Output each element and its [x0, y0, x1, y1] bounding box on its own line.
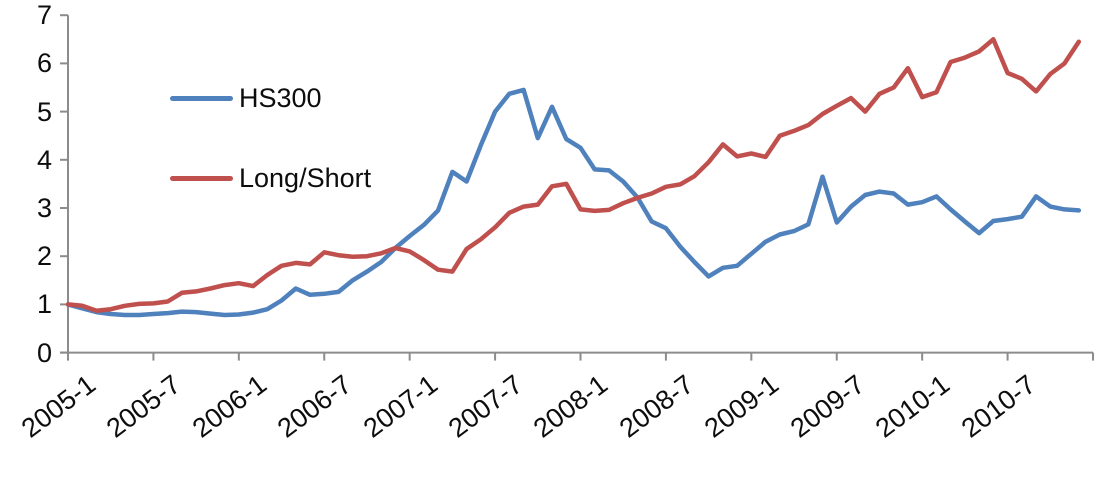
legend-label-hs300: HS300: [239, 83, 322, 113]
y-axis-tick-label: 7: [36, 0, 52, 31]
y-axis-tick-label: 6: [36, 48, 52, 79]
y-axis-tick-label: 0: [36, 337, 52, 368]
y-axis-tick-label: 2: [36, 241, 52, 272]
y-axis-tick-label: 3: [36, 193, 52, 223]
legend-label-longshort: Long/Short: [239, 163, 372, 193]
legend-item-hs300: HS300: [170, 81, 322, 115]
y-axis-tick-label: 5: [36, 96, 52, 127]
series-line-long-short: [65, 37, 1082, 313]
legend-item-longshort: Long/Short: [170, 161, 371, 195]
y-axis-tick-label: 4: [36, 144, 52, 175]
y-axis-tick-label: 1: [36, 289, 52, 320]
series-line-hs300: [65, 87, 1082, 318]
legend-line-longshort-icon: [170, 175, 233, 181]
legend-line-hs300-icon: [170, 95, 233, 101]
